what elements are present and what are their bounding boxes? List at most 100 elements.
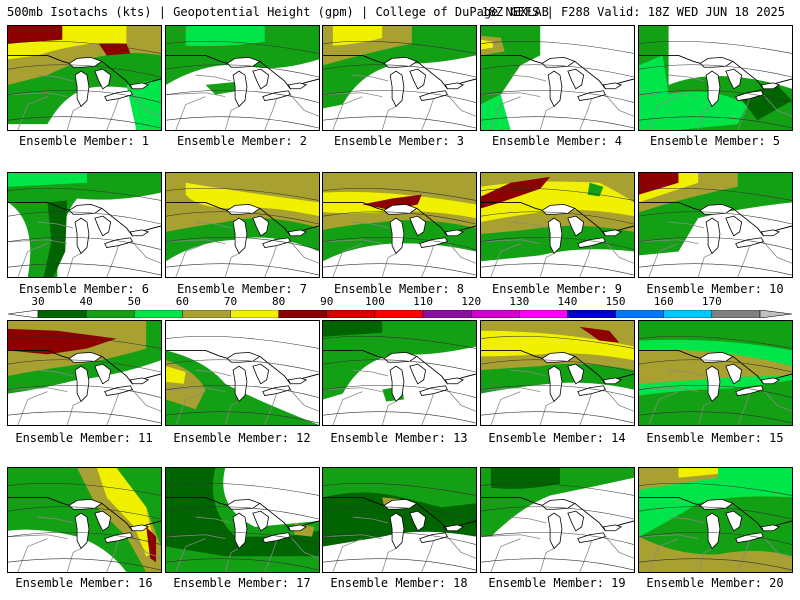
great-lake: [577, 90, 606, 102]
state-border: [195, 74, 232, 82]
great-lake: [68, 203, 103, 215]
great-lake: [74, 365, 90, 403]
wind-shading: [166, 366, 186, 384]
state-border: [648, 391, 679, 425]
state-border: [224, 253, 240, 277]
height-contour: [639, 116, 792, 129]
height-contour: [323, 64, 476, 78]
wind-shading: [8, 173, 161, 277]
state-border: [510, 221, 547, 229]
great-lake: [419, 90, 448, 102]
state-border: [737, 245, 750, 277]
height-contour: [323, 335, 476, 349]
state-border: [579, 393, 592, 425]
state-border: [539, 106, 555, 130]
ensemble-map-panel: [638, 467, 793, 573]
height-contour: [166, 558, 319, 571]
state-border: [605, 536, 634, 559]
great-lake: [547, 512, 563, 550]
height-contour: [166, 335, 319, 349]
height-contour: [481, 211, 634, 225]
colorbar-tick-label: 80: [272, 295, 286, 308]
great-lake: [602, 229, 623, 237]
great-lake: [409, 215, 427, 237]
wind-map: [8, 321, 161, 425]
ensemble-member-label: Ensemble Member: 13: [330, 431, 468, 445]
height-contour: [166, 384, 319, 398]
state-border: [323, 534, 383, 540]
state-border: [490, 243, 521, 277]
state-border: [332, 538, 363, 572]
great-lake: [226, 498, 261, 510]
state-border: [8, 92, 68, 98]
ensemble-member-label: Ensemble Member: 8: [333, 282, 465, 296]
wind-shading: [146, 526, 157, 563]
ensemble-map-panel: [638, 172, 793, 278]
wind-map: [8, 173, 161, 277]
height-contour: [323, 211, 476, 225]
state-border: [17, 96, 48, 130]
height-contour: [166, 187, 319, 201]
great-lake: [252, 215, 270, 237]
great-lake: [444, 82, 465, 90]
height-contour: [8, 335, 161, 349]
great-lake: [104, 90, 133, 102]
wind-shading: [8, 173, 87, 187]
state-border: [175, 243, 206, 277]
great-lake: [567, 215, 585, 237]
great-lake: [602, 524, 623, 532]
wind-map: [8, 26, 161, 130]
height-contour: [166, 263, 319, 276]
great-lake: [541, 56, 576, 68]
wind-map: [166, 335, 319, 425]
colorbar-tick-label: 40: [79, 295, 93, 308]
state-border: [639, 92, 699, 98]
ensemble-map-panel: [165, 467, 320, 573]
state-border: [332, 243, 363, 277]
ensemble-member-label: Ensemble Member: 16: [15, 576, 153, 590]
state-border: [132, 241, 161, 264]
state-border: [17, 243, 48, 277]
state-border: [737, 393, 750, 425]
great-lake: [262, 90, 291, 102]
state-border: [224, 106, 240, 130]
ensemble-map-panel: [165, 320, 320, 426]
great-lake: [725, 68, 743, 90]
great-lake: [129, 82, 150, 90]
great-lake: [287, 377, 308, 385]
state-border: [697, 548, 713, 572]
great-lake: [541, 498, 576, 510]
height-contour: [481, 359, 634, 373]
ensemble-member-label: Ensemble Member: 4: [491, 134, 623, 148]
height-contour: [8, 89, 161, 103]
state-border: [668, 74, 705, 82]
colorbar-segment: [471, 310, 520, 318]
height-contour: [323, 558, 476, 571]
wind-map: [166, 468, 319, 572]
height-contour: [323, 482, 476, 496]
height-contour: [8, 558, 161, 571]
great-lake: [567, 510, 585, 532]
height-contour: [639, 384, 792, 398]
wind-shading: [185, 182, 319, 217]
height-contour: [481, 411, 634, 424]
wind-shading: [481, 94, 511, 130]
great-lake: [409, 510, 427, 532]
colorbar-segment: [85, 310, 135, 318]
colorbar-tick-label: 100: [364, 295, 385, 308]
wind-speed-colorbar: 30 40 50 60 70 80 90 100 110 120 130 140 150 160 170: [0, 296, 800, 320]
state-border: [290, 389, 319, 412]
map-header: 500mb Isotachs (kts) | Geopotential Heig…: [0, 0, 800, 24]
colorbar-tick-label: 130: [509, 295, 530, 308]
state-border: [763, 536, 792, 559]
state-border: [481, 387, 541, 393]
ensemble-map-panel: [7, 320, 162, 426]
great-lake: [541, 203, 576, 215]
state-border: [106, 540, 119, 572]
state-border: [264, 245, 277, 277]
ensemble-member-label: Ensemble Member: 18: [330, 576, 468, 590]
state-border: [195, 221, 232, 229]
great-lake: [104, 532, 133, 544]
great-lake: [547, 217, 563, 255]
state-border: [539, 548, 555, 572]
